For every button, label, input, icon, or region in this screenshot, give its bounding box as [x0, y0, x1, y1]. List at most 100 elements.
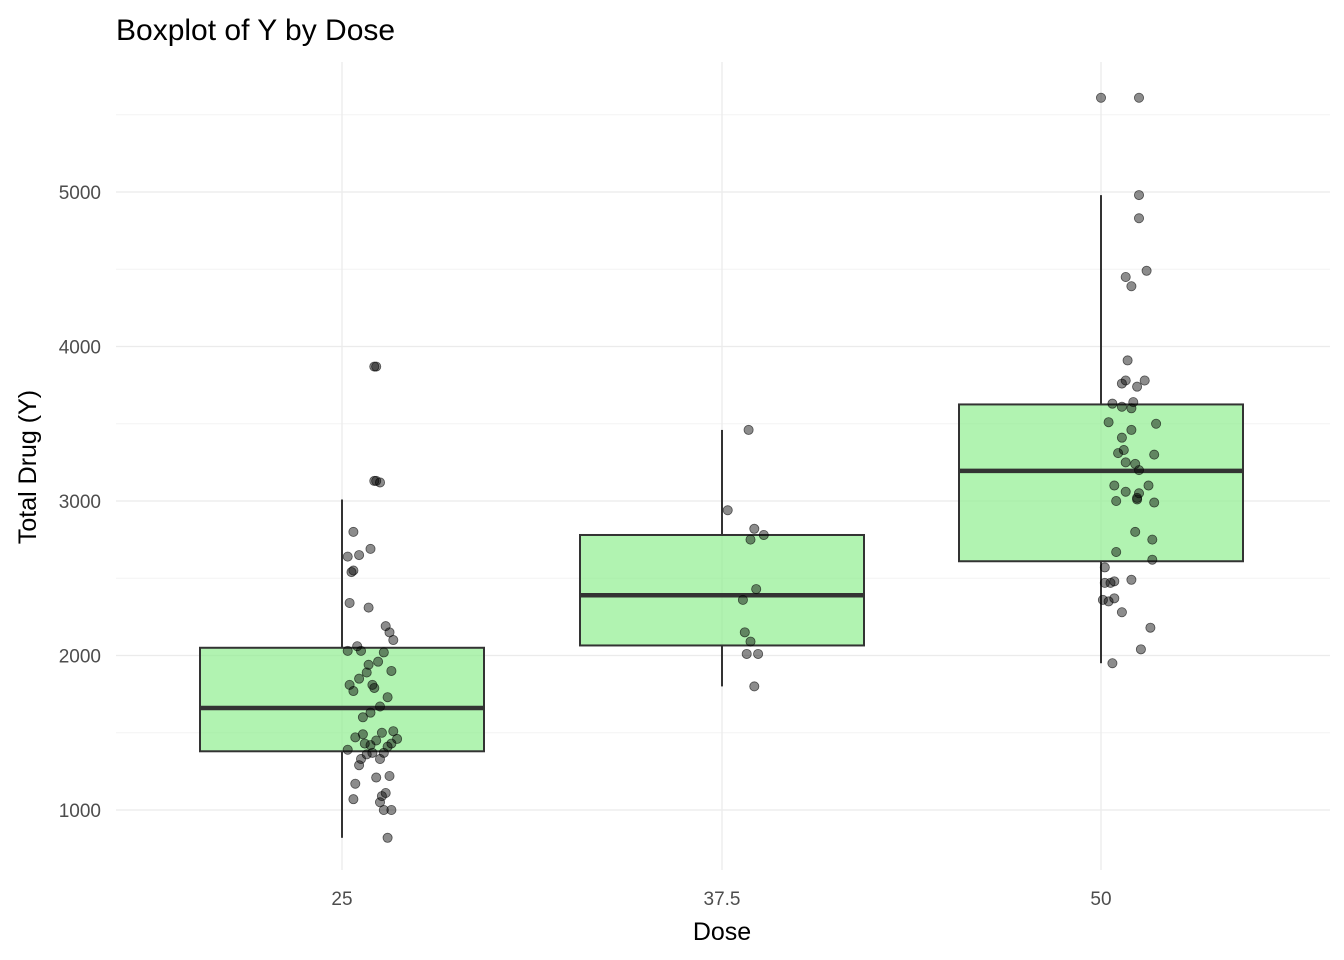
data-point — [1096, 92, 1107, 103]
box-37.5 — [579, 429, 865, 687]
y-tick-label: 4000 — [59, 338, 101, 359]
data-point — [1141, 265, 1152, 276]
x-axis-ticks: 25 37.5 50 — [331, 889, 1111, 910]
data-point — [1128, 397, 1139, 408]
data-point — [1109, 480, 1120, 491]
data-point — [1134, 190, 1145, 201]
data-point — [369, 475, 380, 486]
data-point — [1145, 622, 1156, 633]
y-tick-label: 3000 — [59, 492, 101, 513]
data-point — [737, 594, 748, 605]
data-point — [348, 565, 359, 576]
data-point — [342, 645, 353, 656]
data-point — [1116, 432, 1127, 443]
data-point — [1134, 213, 1145, 224]
data-points — [342, 92, 1162, 843]
data-point — [348, 794, 359, 805]
data-point — [1099, 562, 1110, 573]
data-point — [1107, 658, 1118, 669]
y-axis-title: Total Drug (Y) — [14, 390, 42, 544]
data-point — [344, 679, 355, 690]
data-point — [382, 692, 393, 703]
data-point — [355, 754, 366, 765]
data-point — [1120, 457, 1131, 468]
data-point — [1116, 607, 1127, 618]
data-point — [1132, 381, 1143, 392]
data-point — [1111, 495, 1122, 506]
data-point — [376, 727, 387, 738]
box-body — [199, 646, 485, 753]
data-point — [1111, 546, 1122, 557]
data-point — [342, 551, 353, 562]
y-tick-label: 5000 — [59, 183, 101, 204]
data-point — [1113, 448, 1124, 459]
data-point — [1134, 92, 1145, 103]
box-50 — [958, 195, 1244, 664]
data-point — [376, 791, 387, 802]
data-point — [1126, 574, 1137, 585]
data-point — [741, 648, 752, 659]
data-point — [1147, 534, 1158, 545]
data-point — [374, 701, 385, 712]
data-point — [359, 738, 370, 749]
data-point — [354, 550, 365, 561]
data-point — [758, 529, 769, 540]
data-point — [357, 712, 368, 723]
x-tick-label: 25 — [331, 889, 352, 910]
data-point — [745, 534, 756, 545]
data-point — [348, 686, 359, 697]
data-point — [1122, 355, 1133, 366]
data-point — [384, 771, 395, 782]
data-point — [722, 505, 733, 516]
data-point — [350, 732, 361, 743]
data-point — [1097, 594, 1108, 605]
data-point — [363, 659, 374, 670]
data-point — [342, 744, 353, 755]
box-body — [958, 403, 1244, 563]
data-point — [1109, 593, 1120, 604]
data-point — [354, 673, 365, 684]
data-point — [1116, 378, 1127, 389]
box-body — [579, 533, 865, 647]
box-25 — [199, 499, 485, 838]
data-point — [739, 627, 750, 638]
data-point — [1120, 486, 1131, 497]
data-point — [373, 656, 384, 667]
data-point — [367, 679, 378, 690]
data-point — [749, 523, 760, 534]
data-point — [1120, 271, 1131, 282]
data-point — [386, 665, 397, 676]
data-point — [1118, 445, 1129, 456]
data-point — [1105, 577, 1116, 588]
data-point — [1130, 458, 1141, 469]
data-point — [371, 772, 382, 783]
data-point — [1151, 418, 1162, 429]
data-point — [1134, 465, 1145, 476]
data-point — [1103, 417, 1114, 428]
boxes — [199, 195, 1244, 838]
x-axis-title: Dose — [693, 918, 751, 946]
data-point — [365, 740, 376, 751]
data-point — [1126, 281, 1137, 292]
data-point — [1147, 554, 1158, 565]
data-point — [1116, 401, 1127, 412]
data-point — [348, 526, 359, 537]
data-point — [374, 477, 385, 488]
data-point — [1135, 644, 1146, 655]
data-point — [382, 832, 393, 843]
data-point — [1130, 526, 1141, 537]
data-point — [378, 805, 389, 816]
data-point — [350, 778, 361, 789]
data-point — [361, 667, 372, 678]
data-point — [382, 741, 393, 752]
y-tick-label: 2000 — [59, 647, 101, 668]
chart-title: Boxplot of Y by Dose — [116, 14, 395, 47]
data-point — [354, 760, 365, 771]
y-tick-label: 1000 — [59, 801, 101, 822]
data-point — [388, 635, 399, 646]
x-tick-label: 37.5 — [704, 889, 741, 910]
data-point — [1126, 403, 1137, 414]
data-point — [363, 602, 374, 613]
data-point — [1149, 449, 1160, 460]
